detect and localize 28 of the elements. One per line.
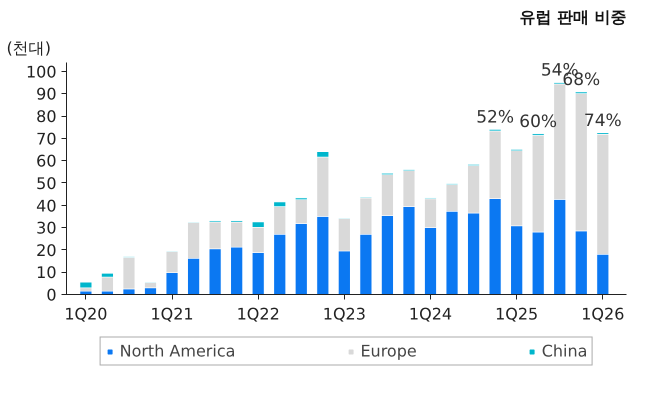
y-axis-title: (천대) (6, 38, 51, 58)
bar (80, 282, 92, 288)
y-tick-label: 0 (46, 286, 57, 304)
x-tick-label: 1Q23 (322, 304, 366, 324)
bar (101, 276, 114, 292)
y-tick-label: 30 (36, 218, 56, 238)
y-tick-label: 70 (36, 129, 56, 148)
legend-label: China (542, 342, 588, 360)
x-tick-label: 1Q26 (581, 304, 624, 324)
annotation: 60% (519, 112, 558, 132)
legend-label: North America (120, 342, 236, 360)
y-tick-label: 50 (36, 174, 56, 193)
annotation: 74% (584, 110, 622, 131)
y-tick-label: 60 (36, 152, 56, 171)
annotation: 52% (476, 107, 514, 128)
x-tick-label: 1Q21 (150, 304, 194, 324)
legend-label: Europe (360, 342, 417, 360)
x-tick-label: 1Q24 (408, 304, 452, 324)
chart-title: 유럽 판매 비중 (519, 8, 626, 26)
x-tick-label: 1Q22 (236, 304, 280, 324)
y-tick-label: 100 (26, 62, 57, 82)
y-tick-label: 90 (36, 84, 56, 104)
y-tick-label: 80 (36, 107, 56, 126)
x-tick-label: 1Q25 (495, 304, 538, 324)
y-tick-label: 20 (36, 240, 56, 260)
y-tick-label: 10 (36, 263, 56, 282)
y-tick-label: 40 (36, 196, 56, 216)
x-tick-label: 1Q20 (64, 304, 108, 324)
